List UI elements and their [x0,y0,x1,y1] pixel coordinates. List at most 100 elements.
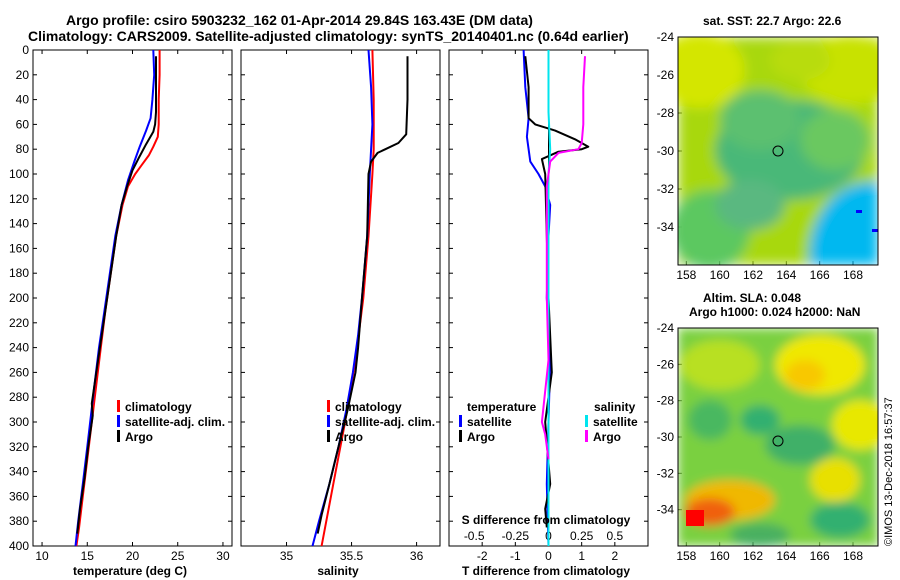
x-tick-label: -2 [477,549,488,563]
map-lon-tick-label: 162 [743,549,763,563]
map-lon-tick-label: 158 [676,268,696,282]
map-lon-tick-label: 168 [843,268,863,282]
difference-top-xlabel: S difference from climatology [462,513,631,527]
series-line-temperature-argo [524,56,590,528]
map-lon-tick-label: 164 [776,268,796,282]
salinity-legend: climatology satellite-adj. clim. Argo [327,400,435,444]
map-lat-tick-label: -34 [657,503,675,517]
depth-tick-label: 360 [9,489,29,503]
sst-map-blue-mark [872,229,878,232]
sla-map-title: Altim. SLA: 0.048 [703,291,802,305]
sla-map-subtitle: Argo h1000: 0.024 h2000: NaN [689,305,861,319]
map-lat-tick-label: -24 [657,30,675,44]
sla-map [678,328,878,546]
sst-map-blue-mark [856,210,862,213]
depth-tick-label: 240 [9,341,29,355]
legend-label-sal-argo: Argo [593,430,621,444]
depth-tick-label: 0 [22,43,29,57]
depth-tick-label: 220 [9,316,29,330]
legend-heading-salinity: salinity [594,400,636,414]
legend-heading-temperature: temperature [467,400,537,414]
argo-position-marker [772,435,784,447]
depth-tick-label: 60 [16,117,30,131]
sst-map [678,37,878,265]
depth-tick-label: 160 [9,241,29,255]
argo-position-marker [772,145,784,157]
map-lat-tick-label: -32 [657,182,675,196]
legend-label-sal-satellite: satellite [593,415,638,429]
depth-tick-label: 320 [9,440,29,454]
sla-map-hotspot [686,510,704,526]
map-lat-tick-label: -30 [657,144,675,158]
depth-tick-label: 140 [9,217,29,231]
page-title-line2: Climatology: CARS2009. Satellite-adjuste… [28,28,629,44]
top-tick-label: 0.5 [606,529,623,543]
depth-tick-label: 20 [16,68,30,82]
difference-legend: temperature satellite Argo salinity sate… [459,400,638,444]
legend-swatch-argo [327,430,330,442]
series-line-climatology [320,49,375,547]
map-lat-tick-label: -34 [657,220,675,234]
map-lon-tick-label: 166 [810,549,830,563]
legend-swatch-sal-argo [585,430,588,442]
depth-tick-label: 40 [16,93,30,107]
series-line-climatology [75,50,161,547]
map-lon-tick-label: 168 [843,549,863,563]
depth-tick-label: 80 [16,142,30,156]
map-lon-tick-label: 160 [710,268,730,282]
legend-label-argo: Argo [335,430,363,444]
x-tick-label: 0 [545,549,552,563]
sst-map-frame [677,36,879,266]
map-lat-tick-label: -26 [657,68,675,82]
legend-swatch-sal-satellite [585,415,588,427]
x-tick-label: 30 [216,549,230,563]
legend-label-argo: Argo [125,430,153,444]
x-tick-label: 20 [126,549,140,563]
depth-tick-label: 340 [9,465,29,479]
legend-swatch-satellite [117,415,120,427]
series-line-salinity-argo [540,56,586,460]
map-lat-tick-label: -24 [657,321,675,335]
map-lon-tick-label: 166 [810,268,830,282]
top-tick-label: -0.25 [502,529,530,543]
x-tick-label: 25 [171,549,185,563]
map-lon-tick-label: 164 [776,549,796,563]
depth-tick-label: 280 [9,390,29,404]
x-tick-label: 35 [280,549,294,563]
depth-tick-label: 300 [9,415,29,429]
legend-swatch-temp-satellite [459,415,462,427]
depth-tick-label: 100 [9,167,29,181]
depth-tick-label: 120 [9,192,29,206]
map-lon-tick-label: 158 [676,549,696,563]
legend-swatch-climatology [327,400,330,412]
series-line-satellite-adj-clim- [74,49,156,547]
legend-swatch-satellite [327,415,330,427]
sla-map-frame [677,327,879,547]
x-tick-label: 35.5 [340,549,364,563]
map-lat-tick-label: -28 [657,394,675,408]
legend-label-temp-satellite: satellite [467,415,512,429]
map-lat-tick-label: -32 [657,466,675,480]
series-line-argo [76,56,157,534]
salinity-plot-frame [240,49,441,547]
depth-tick-label: 260 [9,365,29,379]
map-lon-tick-label: 160 [710,549,730,563]
legend-label-temp-argo: Argo [467,430,495,444]
depth-tick-label: 200 [9,291,29,305]
x-tick-label: 10 [35,549,49,563]
series-line-argo [316,56,409,534]
map-lon-tick-label: 162 [743,268,763,282]
map-lat-tick-label: -28 [657,106,675,120]
x-tick-label: 15 [81,549,95,563]
legend-swatch-climatology [117,400,120,412]
x-tick-label: 36 [410,549,424,563]
legend-label-climatology: climatology [335,400,402,414]
legend-label-satellite: satellite-adj. clim. [335,415,435,429]
x-tick-label: 2 [611,549,618,563]
legend-label-satellite: satellite-adj. clim. [125,415,225,429]
temperature-legend: climatology satellite-adj. clim. Argo [117,400,225,444]
legend-label-climatology: climatology [125,400,192,414]
legend-swatch-argo [117,430,120,442]
depth-tick-label: 380 [9,514,29,528]
salinity-xlabel: salinity [317,564,359,578]
